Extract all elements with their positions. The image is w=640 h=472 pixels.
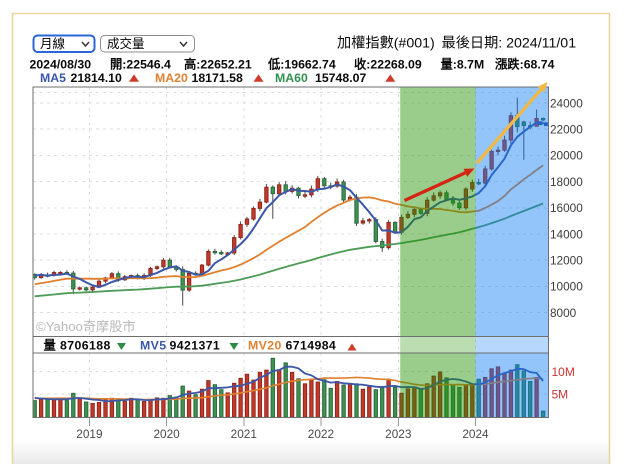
svg-text:14000: 14000 bbox=[550, 227, 583, 241]
svg-text:2024/08/30開:22546.4高:22652.21低: 2024/08/30 開:22546.4 高:22652.21 低:19662.74 收… bbox=[30, 57, 555, 72]
svg-text:©Yahoo奇摩股市: ©Yahoo奇摩股市 bbox=[36, 318, 136, 334]
svg-text:成交量: 成交量 bbox=[107, 36, 145, 51]
svg-text:22000: 22000 bbox=[550, 123, 583, 137]
svg-text:10000: 10000 bbox=[550, 280, 583, 294]
svg-text:16000: 16000 bbox=[550, 201, 583, 215]
svg-text:24000: 24000 bbox=[550, 96, 583, 110]
svg-text:10M: 10M bbox=[552, 365, 575, 379]
svg-text:12000: 12000 bbox=[550, 253, 583, 267]
svg-text:2020: 2020 bbox=[153, 427, 180, 441]
svg-text:2021: 2021 bbox=[231, 427, 257, 441]
svg-text:月線: 月線 bbox=[40, 36, 66, 51]
svg-text:加權指數(#001)最後日期: 2024/11/01: 加權指數(#001) 最後日期: 2024/11/01 bbox=[337, 36, 576, 52]
svg-text:2024: 2024 bbox=[462, 427, 489, 441]
svg-text:2023: 2023 bbox=[385, 427, 412, 441]
svg-text:5M: 5M bbox=[552, 388, 569, 402]
svg-text:2019: 2019 bbox=[76, 427, 102, 441]
svg-text:8000: 8000 bbox=[550, 306, 577, 320]
svg-text:20000: 20000 bbox=[550, 149, 583, 163]
svg-text:18000: 18000 bbox=[550, 175, 583, 189]
svg-text:2022: 2022 bbox=[308, 427, 334, 441]
